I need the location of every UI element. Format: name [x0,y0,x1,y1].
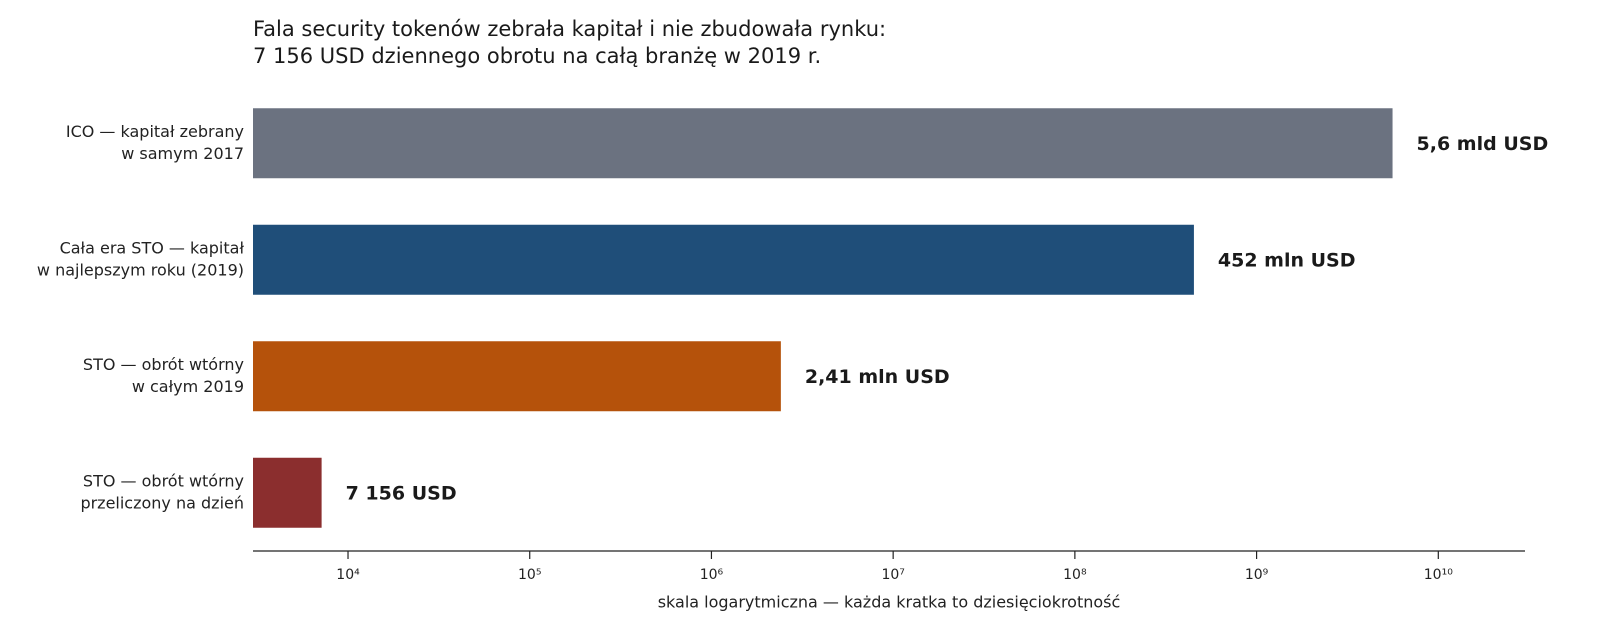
x-axis-label: skala logarytmiczna — każda kratka to dz… [658,593,1121,612]
y-tick-label: w najlepszym roku (2019) [37,260,244,279]
y-tick-label: STO — obrót wtórny [83,471,244,490]
x-tick-label: 10⁴ [336,567,360,583]
value-label: 2,41 mln USD [805,366,950,388]
x-tick-label: 10⁵ [518,567,541,583]
x-tick-label: 10⁹ [1245,567,1269,583]
chart-title: 7 156 USD dziennego obrotu na całą branż… [253,44,821,68]
x-tick-label: 10⁸ [1063,567,1087,583]
bar [253,224,1194,295]
y-tick-label: przeliczony na dzień [80,493,244,512]
value-label: 7 156 USD [346,482,457,504]
y-tick-label: STO — obrót wtórny [83,355,244,374]
x-tick-label: 10⁷ [881,567,904,583]
value-label: 452 mln USD [1218,249,1356,271]
y-tick-label: w całym 2019 [132,377,244,396]
y-tick-label: ICO — kapitał zebrany [66,122,244,141]
bar [253,457,322,528]
y-tick-label: w samym 2017 [121,144,244,163]
y-tick-label: Cała era STO — kapitał [60,238,245,257]
value-label: 5,6 mld USD [1417,133,1549,155]
bar [253,341,781,412]
bar [253,108,1393,179]
chart-title: Fala security tokenów zebrała kapitał i … [253,17,886,41]
x-tick-label: 10⁶ [700,567,724,583]
x-tick-label: 10¹⁰ [1424,567,1453,583]
